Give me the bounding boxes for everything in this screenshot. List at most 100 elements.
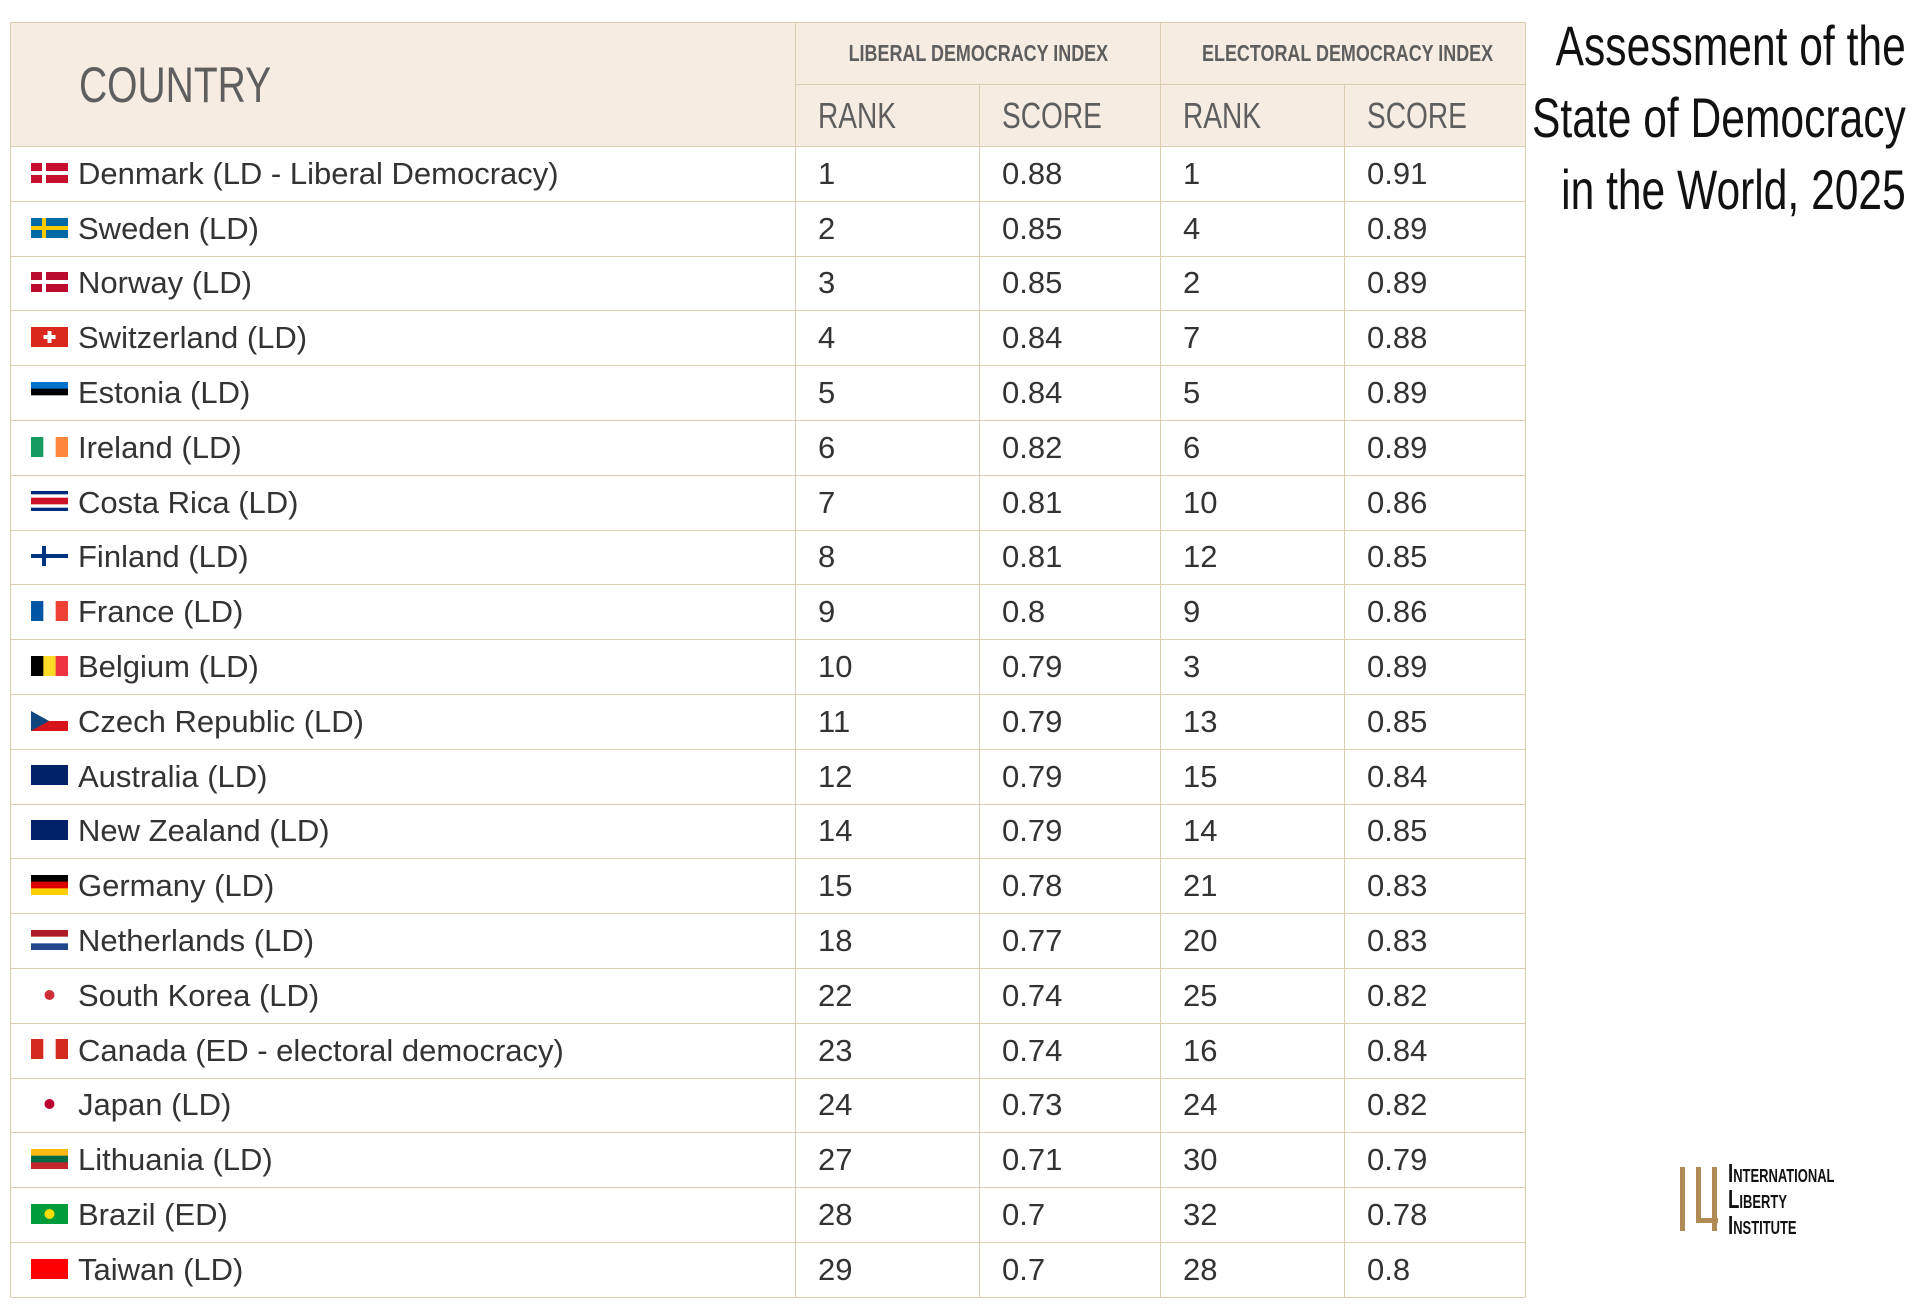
cell-value: 22: [818, 977, 853, 1013]
cell-value: 0.89: [1367, 265, 1428, 301]
country-name: Finland (LD): [78, 539, 249, 575]
value-cell: 3: [795, 255, 980, 312]
cell-value: 0.81: [1002, 539, 1063, 575]
country-name: Japan (LD): [78, 1087, 232, 1123]
value-cell: 0.85: [1344, 693, 1526, 750]
country-name: Lithuania (LD): [78, 1142, 273, 1178]
group-header: ELECTORAL DEMOCRACY INDEX: [1160, 22, 1526, 85]
value-cell: 14: [795, 803, 980, 860]
value-cell: 28: [795, 1187, 980, 1243]
country-cell: Sweden (LD): [10, 200, 796, 257]
value-cell: 10: [1160, 474, 1345, 531]
value-cell: 21: [1160, 858, 1345, 915]
cell-value: 0.8: [1367, 1251, 1411, 1287]
flag-icon: [31, 1258, 68, 1279]
header-text: LIBERAL DEMOCRACY INDEX: [848, 40, 1108, 66]
country-cell: New Zealand (LD): [10, 803, 796, 860]
value-cell: 0.79: [1344, 1132, 1526, 1189]
cell-value: 0.89: [1367, 429, 1428, 465]
flag-icon: [31, 1039, 68, 1060]
column-header: SCORE: [1344, 84, 1526, 147]
value-cell: 9: [795, 584, 980, 641]
table-row: Costa Rica (LD) 7 0.81 10 0.86: [10, 474, 1526, 531]
cell-value: 0.74: [1002, 1032, 1063, 1068]
cell-value: 6: [818, 429, 836, 465]
value-cell: 20: [1160, 913, 1345, 969]
flag-icon: [31, 984, 68, 1005]
cell-value: 15: [1183, 758, 1218, 794]
value-cell: 0.84: [979, 310, 1161, 367]
value-cell: 0.85: [979, 200, 1161, 257]
cell-value: 0.82: [1367, 1087, 1428, 1123]
value-cell: 22: [795, 967, 980, 1024]
country-cell: South Korea (LD): [10, 967, 796, 1024]
value-cell: 0.84: [1344, 748, 1526, 805]
country-cell: Canada (ED - electoral democracy): [10, 1022, 796, 1079]
cell-value: 0.84: [1367, 758, 1428, 794]
cell-value: 5: [818, 375, 836, 411]
cell-value: 25: [1183, 977, 1218, 1013]
country-cell: France (LD): [10, 584, 796, 641]
value-cell: 4: [1160, 200, 1345, 257]
value-cell: 0.86: [1344, 474, 1526, 531]
value-cell: 0.86: [1344, 584, 1526, 641]
cell-value: 4: [818, 320, 836, 356]
cell-value: 0.79: [1002, 703, 1063, 739]
value-cell: 30: [1160, 1132, 1345, 1189]
title-line: State of Democracy: [1532, 86, 1906, 149]
cell-value: 0.79: [1002, 649, 1063, 685]
country-name: South Korea (LD): [78, 977, 320, 1013]
cell-value: 15: [818, 868, 853, 904]
logo: International Liberty Institute: [1678, 1160, 1898, 1238]
country-name: Sweden (LD): [78, 210, 259, 246]
cell-value: 3: [818, 265, 836, 301]
value-cell: 25: [1160, 967, 1345, 1024]
value-cell: 0.82: [1344, 1077, 1526, 1134]
cell-value: 24: [1183, 1087, 1218, 1123]
table-header: COUNTRY LIBERAL DEMOCRACY INDEX ELECTORA…: [10, 22, 1526, 147]
header-text: SCORE: [1002, 94, 1102, 136]
table-row: Netherlands (LD) 18 0.77 20 0.83: [10, 913, 1526, 969]
table-row: South Korea (LD) 22 0.74 25 0.82: [10, 967, 1526, 1024]
country-cell: Estonia (LD): [10, 365, 796, 421]
country-name: Belgium (LD): [78, 649, 259, 685]
value-cell: 0.81: [979, 529, 1161, 586]
country-cell: Norway (LD): [10, 255, 796, 312]
value-cell: 6: [1160, 419, 1345, 476]
group-header: LIBERAL DEMOCRACY INDEX: [795, 22, 1161, 85]
logo-mark: [1680, 1167, 1718, 1231]
cell-value: 0.7: [1002, 1251, 1046, 1287]
flag-icon: [31, 929, 68, 950]
value-cell: 0.83: [1344, 858, 1526, 915]
flag-icon: [31, 491, 68, 512]
value-cell: 15: [795, 858, 980, 915]
cell-value: 9: [818, 594, 836, 630]
value-cell: 23: [795, 1022, 980, 1079]
country-name: France (LD): [78, 594, 244, 630]
cell-value: 0.85: [1367, 539, 1428, 575]
country-cell: Taiwan (LD): [10, 1241, 796, 1298]
country-cell: Japan (LD): [10, 1077, 796, 1134]
value-cell: 0.82: [979, 419, 1161, 476]
cell-value: 0.84: [1367, 1032, 1428, 1068]
value-cell: 0.81: [979, 474, 1161, 531]
table-row: Estonia (LD) 5 0.84 5 0.89: [10, 365, 1526, 421]
flag-icon: [31, 162, 68, 183]
table-row: Germany (LD) 15 0.78 21 0.83: [10, 858, 1526, 915]
cell-value: 0.79: [1002, 758, 1063, 794]
header-row: COUNTRY LIBERAL DEMOCRACY INDEX ELECTORA…: [10, 22, 1526, 147]
country-name: Australia (LD): [78, 758, 268, 794]
value-cell: 0.78: [979, 858, 1161, 915]
value-cell: 0.8: [979, 584, 1161, 641]
flag-icon: [31, 710, 68, 731]
value-cell: 0.89: [1344, 255, 1526, 312]
flag-icon: [31, 217, 68, 238]
table-body: Denmark (LD - Liberal Democracy) 1 0.88 1 0.…: [10, 146, 1526, 1298]
country-cell: Denmark (LD - Liberal Democracy): [10, 146, 796, 202]
country-name: Switzerland (LD): [78, 320, 308, 356]
value-cell: 0.89: [1344, 639, 1526, 695]
column-header: SCORE: [979, 84, 1161, 147]
country-header: COUNTRY: [10, 22, 796, 147]
value-cell: 0.88: [979, 146, 1161, 202]
country-cell: Czech Republic (LD): [10, 693, 796, 750]
